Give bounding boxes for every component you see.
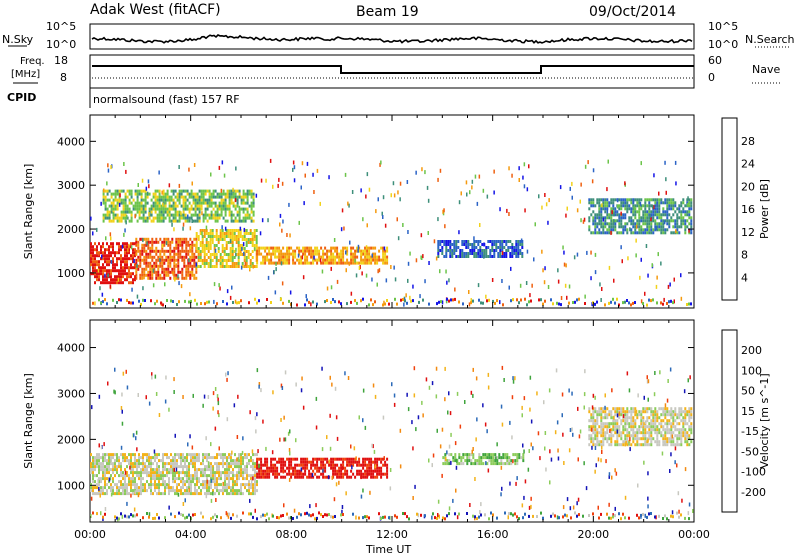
freq-trace xyxy=(92,65,694,74)
beam-label: Beam 19 xyxy=(356,4,419,20)
noise-sky-label: N.Sky xyxy=(2,33,34,46)
colorbar-tick-label: 100 xyxy=(741,364,762,377)
x-axis-label: Time UT xyxy=(365,543,411,554)
x-tick-label: 04:00 xyxy=(175,528,207,541)
freq-label-1: Freq. xyxy=(20,56,45,67)
colorbar-label: Power [dB] xyxy=(758,179,771,239)
colorbar: -200 -100 -50 -15 15 50 100 200 Velocity [m s^-1… xyxy=(721,329,771,513)
colorbar-tick-label: 28 xyxy=(741,135,755,148)
colorbar-tick-label: 8 xyxy=(741,249,748,262)
y-tick-label: 3000 xyxy=(57,179,85,192)
y-tick-label: 1000 xyxy=(57,479,85,492)
colorbar-tick-label: 20 xyxy=(741,180,755,193)
colorbar-tick-label: 200 xyxy=(741,344,762,357)
colorbar-tick-label: -50 xyxy=(741,445,759,458)
x-tick-label: 16:00 xyxy=(477,528,509,541)
noise-ytick-bottom: 10^0 xyxy=(46,38,76,51)
freq-label-2: [MHz] xyxy=(11,69,40,80)
colorbar-tick-label: 16 xyxy=(741,203,755,216)
colorbar-tick-label: 24 xyxy=(741,158,755,171)
station-title: Adak West (fitACF) xyxy=(90,2,221,18)
freq-tick-8: 8 xyxy=(60,71,67,84)
colorbar-tick-label: -100 xyxy=(741,466,766,479)
x-tick-label: 00:00 xyxy=(678,528,710,541)
noise-panel-frame xyxy=(89,23,695,50)
colorbar-tick-label: 12 xyxy=(741,226,755,239)
y-tick-label: 3000 xyxy=(57,387,85,400)
y-tick-label: 2000 xyxy=(57,223,85,236)
y-axis-label: Slant Range [km] xyxy=(22,373,35,469)
colorbar-tick-label: -15 xyxy=(741,425,759,438)
noise-search-label: N.Search xyxy=(745,33,795,46)
freq-tick-18: 18 xyxy=(54,54,68,67)
noise-ytick-top: 10^5 xyxy=(46,20,76,33)
colorbar-tick-label: 4 xyxy=(741,271,748,284)
y-tick-label: 1000 xyxy=(57,267,85,280)
x-tick-label: 00:00 xyxy=(74,528,106,541)
date-label: 09/Oct/2014 xyxy=(589,4,676,20)
y-tick-label: 4000 xyxy=(57,342,85,355)
cpid-label: CPID xyxy=(7,91,36,104)
cpid-text: normalsound (fast) 157 RF xyxy=(93,93,240,106)
colorbar: 4 8 12 16 20 24 28 Power [dB] xyxy=(721,117,771,301)
colorbar-tick-label: -200 xyxy=(741,486,766,499)
nave-tick-60: 60 xyxy=(708,54,722,67)
colorbar-tick-label: 50 xyxy=(741,385,755,398)
velocity-panel: 1000 2000 3000 4000 Slant Range [km] 00:00 04:… xyxy=(22,319,771,541)
x-tick-label: 20:00 xyxy=(577,528,609,541)
freq-panel-frame xyxy=(89,54,695,89)
power-panel: 1000 2000 3000 4000 Slant Range [km] 4 8 12 16 20… xyxy=(22,114,771,309)
noise-trace xyxy=(91,34,693,44)
x-tick-label: 08:00 xyxy=(275,528,307,541)
echo-cells xyxy=(90,158,693,307)
nave-tick-0: 0 xyxy=(708,71,715,84)
colorbar-tick-label: 15 xyxy=(741,405,755,418)
noise-ytick-top-right: 10^5 xyxy=(708,20,738,33)
y-axis-label: Slant Range [km] xyxy=(22,164,35,260)
y-tick-label: 2000 xyxy=(57,433,85,446)
nave-label: Nave xyxy=(752,63,780,76)
colorbar-label: Velocity [m s^-1] xyxy=(758,373,771,468)
y-tick-label: 4000 xyxy=(57,135,85,148)
noise-ytick-bottom-right: 10^0 xyxy=(708,38,738,51)
x-tick-label: 12:00 xyxy=(376,528,408,541)
